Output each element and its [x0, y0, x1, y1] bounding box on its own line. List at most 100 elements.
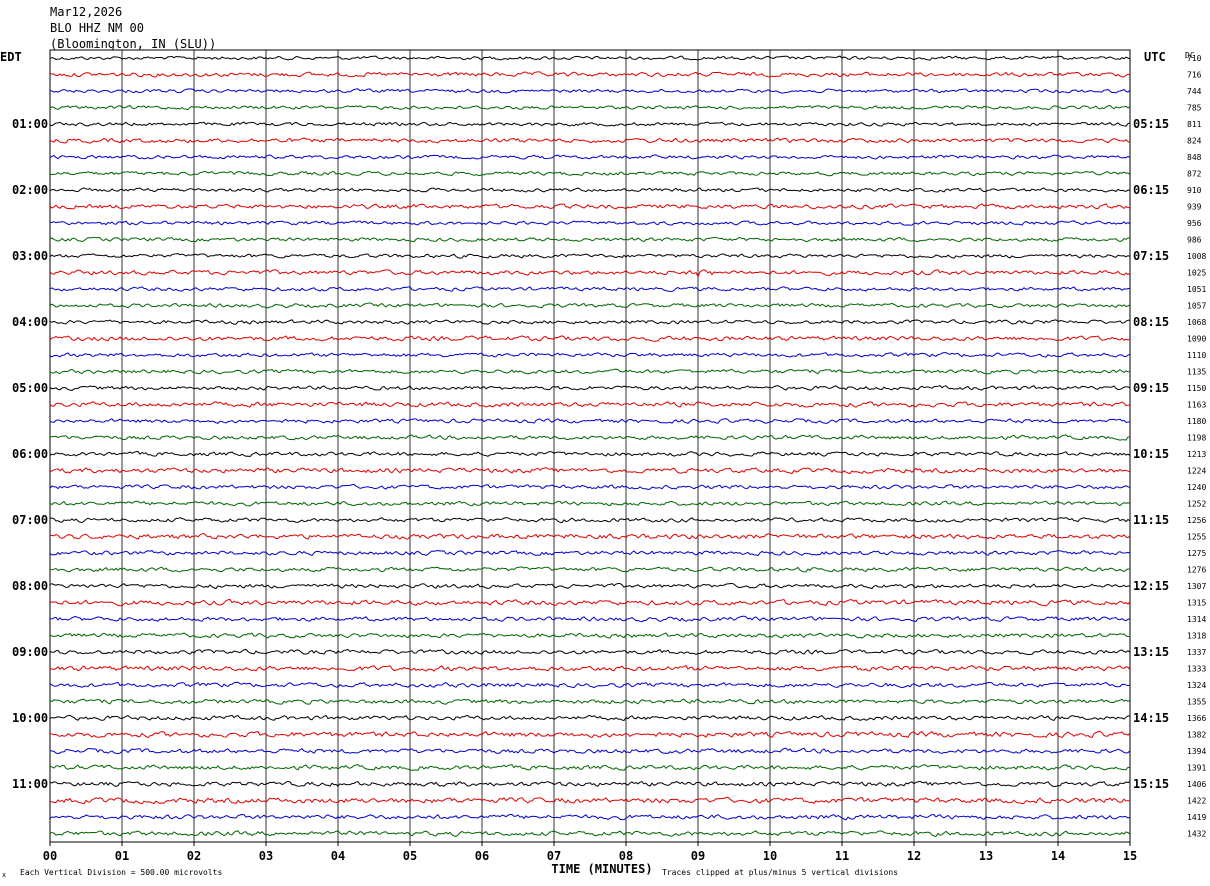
- dc-value-40: 1355: [1187, 698, 1206, 707]
- utc-hour-label-09:15: 09:15: [1133, 381, 1169, 395]
- edt-hour-label-10:00: 10:00: [12, 711, 48, 725]
- dc-value-18: 1090: [1187, 335, 1206, 344]
- dc-value-20: 1135: [1187, 368, 1206, 377]
- chart-date: Mar12,2026: [50, 5, 123, 19]
- dc-value-9: 910: [1187, 186, 1202, 195]
- scale-note: Each Vertical Division = 500.00 microvol…: [20, 868, 222, 877]
- trace-line-1: [49, 55, 1131, 61]
- dc-value-21: 1150: [1187, 384, 1206, 393]
- trace-line-4: [49, 104, 1131, 111]
- trace-line-3: [49, 88, 1131, 94]
- trace-line-9: [49, 187, 1131, 193]
- dc-value-31: 1275: [1187, 549, 1206, 558]
- dc-value-27: 1240: [1187, 483, 1206, 492]
- dc-value-2: 716: [1187, 71, 1202, 80]
- utc-hour-label-14:15: 14:15: [1133, 711, 1169, 725]
- dc-value-17: 1068: [1187, 318, 1206, 327]
- trace-line-8: [49, 170, 1131, 177]
- edt-hour-label-01:00: 01:00: [12, 117, 48, 131]
- trace-line-10: [49, 203, 1131, 210]
- trace-line-26: [49, 467, 1131, 475]
- dc-value-14: 1025: [1187, 269, 1206, 278]
- trace-line-47: [49, 813, 1131, 821]
- dc-value-44: 1391: [1187, 764, 1206, 773]
- clip-note: Traces clipped at plus/minus 5 vertical …: [662, 868, 898, 877]
- left-axis-title-edt: EDT: [0, 50, 22, 64]
- utc-hour-label-12:15: 12:15: [1133, 579, 1169, 593]
- dc-value-5: 811: [1187, 120, 1202, 129]
- trace-line-20: [49, 368, 1131, 375]
- dc-value-43: 1394: [1187, 747, 1206, 756]
- dc-value-39: 1324: [1187, 681, 1206, 690]
- edt-hour-label-05:00: 05:00: [12, 381, 48, 395]
- trace-line-30: [49, 533, 1131, 540]
- axis-labels: 00 01 02 03 04 05 06 07 08 09 10 11 12 13 14 1571071674…: [12, 54, 1206, 863]
- trace-line-45: [49, 780, 1131, 787]
- dc-value-38: 1333: [1187, 665, 1206, 674]
- station-code: BLO HHZ NM 00: [50, 21, 144, 35]
- trace-line-11: [49, 220, 1131, 226]
- utc-hour-label-08:15: 08:15: [1133, 315, 1169, 329]
- x-tick-label-09: 09: [691, 849, 705, 863]
- dc-value-15: 1051: [1187, 285, 1206, 294]
- x-tick-label-07: 07: [547, 849, 561, 863]
- trace-line-29: [49, 517, 1131, 524]
- trace-line-27: [49, 483, 1131, 490]
- trace-line-12: [49, 236, 1131, 243]
- trace-line-33: [49, 582, 1131, 590]
- dc-value-13: 1008: [1187, 252, 1206, 261]
- trace-line-22: [49, 401, 1131, 408]
- dc-value-36: 1318: [1187, 632, 1206, 641]
- edt-hour-label-09:00: 09:00: [12, 645, 48, 659]
- edt-hour-label-03:00: 03:00: [12, 249, 48, 263]
- trace-line-2: [49, 71, 1131, 78]
- dc-value-29: 1256: [1187, 516, 1206, 525]
- trace-line-7: [49, 154, 1131, 160]
- edt-hour-label-06:00: 06:00: [12, 447, 48, 461]
- dc-value-25: 1213: [1187, 450, 1206, 459]
- x-tick-label-02: 02: [187, 849, 201, 863]
- trace-line-18: [49, 335, 1131, 342]
- utc-hour-label-07:15: 07:15: [1133, 249, 1169, 263]
- x-tick-label-04: 04: [331, 849, 345, 863]
- dc-value-23: 1180: [1187, 417, 1206, 426]
- edt-hour-label-02:00: 02:00: [12, 183, 48, 197]
- dc-value-41: 1366: [1187, 714, 1206, 723]
- dc-value-10: 939: [1187, 203, 1202, 212]
- trace-line-38: [49, 664, 1131, 672]
- trace-line-34: [49, 598, 1131, 607]
- trace-line-39: [49, 681, 1131, 689]
- dc-value-12: 986: [1187, 236, 1202, 245]
- dc-value-19: 1110: [1187, 351, 1206, 360]
- trace-line-24: [49, 434, 1131, 441]
- dc-value-32: 1276: [1187, 566, 1206, 575]
- dc-value-37: 1337: [1187, 648, 1206, 657]
- trace-line-32: [49, 566, 1131, 573]
- corner-mark: x: [2, 871, 6, 879]
- trace-line-48: [49, 830, 1131, 837]
- station-location: (Bloomington, IN (SLU)): [50, 37, 217, 51]
- trace-line-21: [49, 385, 1131, 391]
- dc-value-34: 1315: [1187, 599, 1206, 608]
- trace-line-36: [49, 632, 1131, 639]
- x-tick-label-00: 00: [43, 849, 57, 863]
- trace-line-23: [49, 418, 1131, 424]
- x-tick-label-05: 05: [403, 849, 417, 863]
- trace-line-31: [49, 550, 1131, 557]
- dc-value-33: 1307: [1187, 582, 1206, 591]
- dc-value-1: 710: [1187, 54, 1202, 63]
- dc-value-46: 1422: [1187, 797, 1206, 806]
- x-tick-label-11: 11: [835, 849, 849, 863]
- x-tick-label-03: 03: [259, 849, 273, 863]
- minute-gridlines: [49, 49, 1131, 846]
- utc-hour-label-11:15: 11:15: [1133, 513, 1169, 527]
- edt-hour-label-11:00: 11:00: [12, 777, 48, 791]
- trace-line-16: [49, 302, 1131, 309]
- x-tick-label-13: 13: [979, 849, 993, 863]
- x-tick-label-01: 01: [115, 849, 129, 863]
- x-tick-label-10: 10: [763, 849, 777, 863]
- dc-value-30: 1255: [1187, 533, 1206, 542]
- dc-column-title: DC: [1185, 51, 1195, 60]
- edt-hour-label-08:00: 08:00: [12, 579, 48, 593]
